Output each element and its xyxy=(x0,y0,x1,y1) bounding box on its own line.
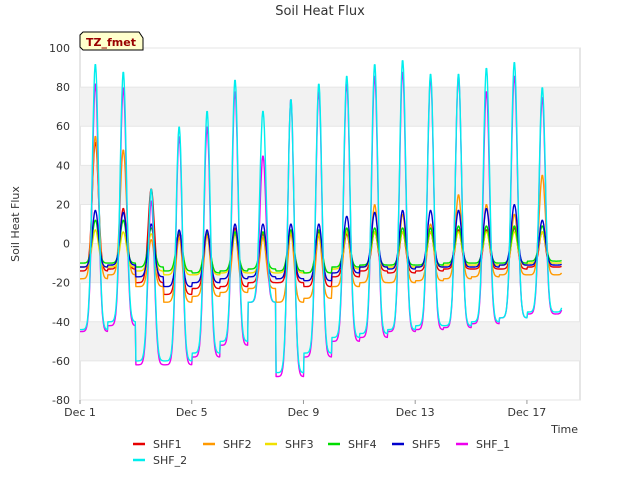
y-tick-label: 80 xyxy=(56,81,70,94)
y-tick-label: 40 xyxy=(56,159,70,172)
x-tick-label: Dec 5 xyxy=(176,406,208,419)
legend: SHF1 SHF2 SHF3 SHF4 SHF5 SHF_1 SHF_2 xyxy=(133,438,510,467)
y-axis-ticks: -80 -60 -40 -20 0 20 40 60 80 100 xyxy=(49,42,70,407)
legend-label: SHF1 xyxy=(153,438,182,451)
x-tick-label: Dec 17 xyxy=(508,406,547,419)
y-tick-label: 0 xyxy=(63,238,70,251)
grid-band xyxy=(80,87,580,127)
chart-title: Soil Heat Flux xyxy=(275,4,365,19)
y-tick-label: -80 xyxy=(52,394,70,407)
legend-label: SHF3 xyxy=(285,438,314,451)
y-tick-label: -20 xyxy=(52,277,70,290)
grid-band xyxy=(80,165,580,205)
y-tick-label: 60 xyxy=(56,120,70,133)
x-tick-label: Dec 9 xyxy=(288,406,320,419)
x-axis-label: Time xyxy=(550,423,578,436)
x-tick-label: Dec 13 xyxy=(396,406,435,419)
series-layer xyxy=(79,60,563,378)
y-tick-label: 100 xyxy=(49,42,70,55)
badge-label: TZ_fmet xyxy=(86,36,136,49)
legend-label: SHF5 xyxy=(412,438,441,451)
legend-label: SHF2 xyxy=(223,438,252,451)
x-axis-ticks: Dec 1 Dec 5 Dec 9 Dec 13 Dec 17 xyxy=(64,400,546,419)
station-badge: TZ_fmet xyxy=(79,31,144,51)
grid-band xyxy=(80,321,580,361)
x-tick-label: Dec 1 xyxy=(64,406,96,419)
y-tick-label: -60 xyxy=(52,355,70,368)
y-axis-label: Soil Heat Flux xyxy=(9,186,22,262)
y-tick-label: 20 xyxy=(56,198,70,211)
legend-label: SHF4 xyxy=(348,438,377,451)
y-tick-label: -40 xyxy=(52,316,70,329)
legend-label: SHF_1 xyxy=(476,438,510,451)
legend-label: SHF_2 xyxy=(153,454,187,467)
series-line-shf-2 xyxy=(79,60,563,374)
